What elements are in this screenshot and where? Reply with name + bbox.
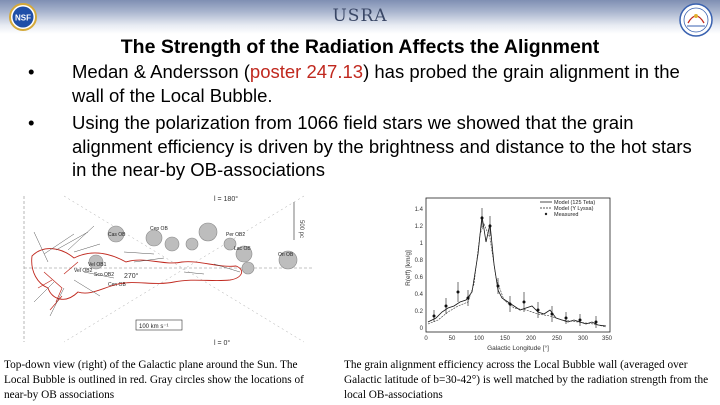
scale-label: 500 pc bbox=[298, 220, 304, 238]
ob-label: Per OB2 bbox=[226, 232, 245, 238]
galactic-plane-map: 500 pc l = 180° l = 0° 270° 100 km s⁻¹ C… bbox=[4, 192, 316, 350]
x-tick-label: 0 bbox=[424, 336, 428, 342]
y-tick-label: 0 bbox=[420, 326, 424, 332]
ob-association-circle bbox=[223, 237, 237, 251]
nsf-logo: NSF bbox=[9, 3, 37, 31]
ob-association-circle bbox=[198, 222, 218, 242]
ob-label: Vel OB2 bbox=[74, 268, 93, 274]
ob-label: Vel OB1 bbox=[88, 262, 107, 268]
left-figure-caption: Top-down view (right) of the Galactic pl… bbox=[4, 359, 304, 401]
right-figure-caption: The grain alignment efficiency across th… bbox=[344, 359, 709, 401]
ob-label: Cas OB bbox=[108, 232, 126, 238]
ob-association-circle bbox=[241, 261, 255, 275]
bullet-list: • Medan & Andersson (poster 247.13) has … bbox=[28, 60, 698, 182]
x-tick-label: 100 bbox=[474, 336, 485, 342]
map-top-label: l = 180° bbox=[214, 195, 238, 203]
y-tick-label: 0.4 bbox=[415, 292, 424, 298]
x-tick-label: 50 bbox=[449, 336, 456, 342]
x-tick-label: 150 bbox=[500, 336, 511, 342]
banner-title: USRA bbox=[332, 6, 388, 26]
y-tick-label: 1 bbox=[420, 241, 424, 247]
x-tick-label: 350 bbox=[602, 336, 613, 342]
ob-association-circle bbox=[235, 245, 253, 263]
ob-association-circle bbox=[185, 237, 199, 251]
bullet-text: ) has probed the grain alignment in the … bbox=[72, 61, 680, 106]
x-tick-label: 300 bbox=[578, 336, 589, 342]
bullet-item: • Medan & Andersson (poster 247.13) has … bbox=[28, 60, 698, 107]
y-tick-label: 0.6 bbox=[415, 275, 424, 281]
bullet-text: Using the polarization from 1066 field s… bbox=[72, 112, 692, 180]
ob-label: Sco OB2 bbox=[94, 272, 114, 278]
local-bubble-outline bbox=[31, 248, 243, 300]
map-bottom-label: l = 0° bbox=[214, 339, 230, 347]
ob-association-circle bbox=[88, 254, 104, 270]
ob-association-circle bbox=[278, 250, 298, 270]
bullet-item: • Using the polarization from 1066 field… bbox=[28, 111, 698, 182]
ob-label: Cen OB bbox=[108, 282, 126, 288]
ob-label: Cep OB bbox=[150, 226, 168, 232]
y-tick-label: 1.4 bbox=[415, 207, 424, 213]
poster-reference: poster 247.13 bbox=[249, 61, 364, 82]
header-banner: NSF USRA bbox=[0, 0, 720, 37]
legend-entry: Model (Y Lyssa) bbox=[554, 206, 594, 212]
x-tick-label: 200 bbox=[526, 336, 537, 342]
bullet-text: Medan & Andersson ( bbox=[72, 61, 250, 82]
ob-label: Ori OB bbox=[278, 252, 294, 258]
legend-entry: Measured bbox=[554, 212, 578, 218]
seal-logo bbox=[679, 3, 713, 37]
y-tick-label: 1.2 bbox=[415, 224, 424, 230]
slide-title: The Strength of the Radiation Affects th… bbox=[120, 36, 600, 58]
y-axis-label: R(eff) [km/g] bbox=[405, 250, 412, 286]
measured-points bbox=[432, 208, 598, 328]
alignment-efficiency-plot: R(eff) [km/g] 1.4 1.2 1 0.8 0.6 0.4 0.2 … bbox=[402, 194, 712, 356]
map-left-label: 270° bbox=[124, 272, 139, 280]
bullet-dot: • bbox=[28, 61, 35, 82]
legend-entry: Model (125 Teta) bbox=[554, 200, 595, 206]
ob-association-circle bbox=[107, 225, 125, 243]
nsf-logo-text: NSF bbox=[15, 14, 31, 23]
ob-association-circle bbox=[164, 236, 180, 252]
ob-association-circle bbox=[145, 229, 163, 247]
model-curve-dashed bbox=[427, 223, 607, 328]
y-tick-label: 0.8 bbox=[415, 258, 424, 264]
y-tick-label: 0.2 bbox=[415, 309, 424, 315]
ob-label: Lac OB bbox=[234, 246, 251, 252]
bullet-dot: • bbox=[28, 112, 35, 133]
x-axis-label: Galactic Longitude [°] bbox=[487, 344, 549, 352]
velocity-bar-label: 100 km s⁻¹ bbox=[139, 324, 169, 330]
x-tick-label: 250 bbox=[552, 336, 563, 342]
